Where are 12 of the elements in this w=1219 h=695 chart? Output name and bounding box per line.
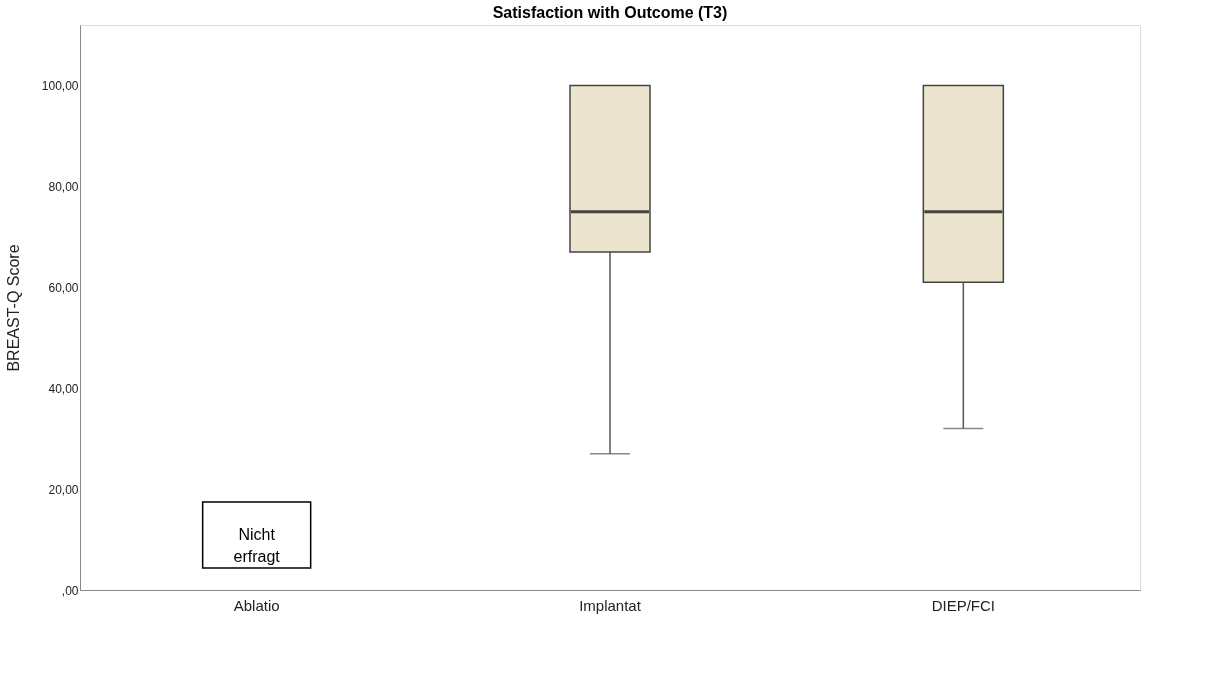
x-tick-label: Implantat [579,596,642,614]
annotation: Nicht erfragt [233,526,281,565]
y-tick-label: 100,00 [41,79,79,94]
y-axis-title: BREAST-Q Score [4,244,22,372]
y-tick-label: 20,00 [48,482,79,497]
y-tick-label: 80,00 [48,179,79,194]
x-tick-label: Ablatio [233,596,280,614]
x-tick-label: DIEP/FCI [931,596,996,614]
y-tick-label: 60,00 [48,280,79,295]
y-tick-label: 40,00 [48,381,79,396]
chart-title: Satisfaction with Outcome (T3) [492,4,728,21]
y-tick-label: ,00 [61,583,79,598]
